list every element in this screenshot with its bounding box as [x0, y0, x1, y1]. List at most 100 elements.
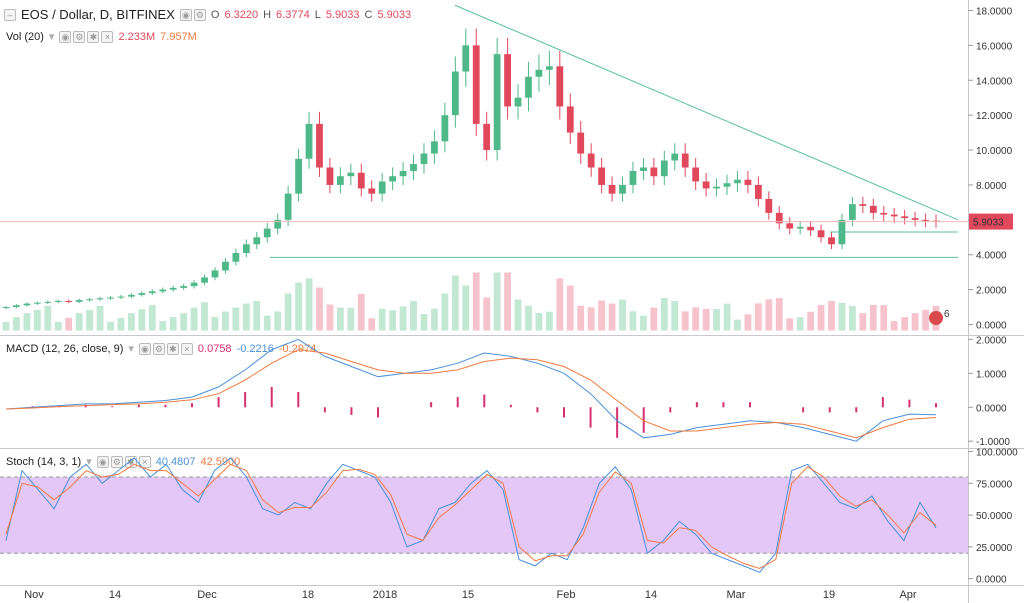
volume-bar	[232, 307, 240, 331]
volume-bar	[274, 311, 282, 331]
gear-icon[interactable]: ⚙	[110, 455, 123, 468]
close-icon[interactable]: ×	[101, 30, 114, 43]
settings-icon[interactable]: ✱	[166, 342, 179, 355]
volume-bar	[169, 317, 177, 331]
candle-body	[127, 294, 135, 297]
eye-icon[interactable]: ◉	[138, 342, 151, 355]
volume-bar	[127, 313, 135, 331]
volume-bar	[535, 312, 543, 331]
price-tick-label: 4.0000	[976, 251, 1007, 262]
volume-bar	[608, 303, 616, 331]
macd-hist-value: 0.0758	[197, 342, 232, 355]
volume-bar	[389, 310, 397, 331]
candle-body	[253, 237, 261, 245]
volume-bar	[629, 311, 637, 331]
open-value: 6.3220	[224, 8, 259, 21]
gear-icon[interactable]: ⚙	[152, 342, 165, 355]
volume-bar	[96, 305, 104, 331]
volume-bar	[451, 275, 459, 331]
chevron-down-icon[interactable]: ▾	[86, 456, 92, 468]
macd-tools: ◉ ⚙ ✱ ×	[138, 342, 193, 355]
candle-body	[587, 153, 595, 168]
candle-body	[849, 204, 856, 220]
x-tick-label: 2018	[373, 589, 397, 601]
candle-body	[148, 291, 156, 294]
candle-body	[901, 216, 909, 219]
volume-bar	[44, 305, 52, 331]
collapse-icon[interactable]: –	[4, 8, 16, 21]
candle-body	[713, 186, 720, 189]
candle-body	[138, 293, 146, 295]
candle-body	[754, 184, 762, 199]
volume-bar	[23, 313, 31, 331]
volume-bar	[545, 311, 553, 331]
candle-body	[734, 179, 741, 184]
settings-icon[interactable]: ✱	[87, 30, 100, 43]
stoch-d-line	[5, 463, 937, 570]
volume-bar	[316, 287, 323, 331]
x-tick-label: 15	[462, 589, 474, 601]
volume-bar	[838, 302, 846, 331]
volume-label: Vol (20)	[6, 30, 44, 43]
stoch-tick-label: 50.0000	[976, 511, 1013, 522]
stoch-tick-label: 100.0000	[976, 448, 1018, 459]
macd-legend: MACD (12, 26, close, 9) ▾ ◉ ⚙ ✱ × 0.0758…	[6, 342, 316, 355]
macd-signal-line	[5, 349, 937, 439]
eye-icon[interactable]: ◉	[59, 30, 72, 43]
volume-bar	[493, 272, 501, 331]
candle-body	[44, 301, 52, 303]
candle-body	[2, 307, 10, 309]
volume-bar	[744, 314, 752, 331]
candle-body	[765, 198, 773, 213]
volume-bar	[368, 318, 376, 331]
macd-tick-label: -1.0000	[976, 437, 1010, 448]
chevron-down-icon[interactable]: ▾	[128, 343, 134, 355]
candle-body	[650, 167, 658, 177]
eye-icon[interactable]: ◉	[179, 8, 192, 21]
candle-body	[629, 170, 637, 185]
volume-bar	[922, 309, 929, 331]
macd-line	[5, 338, 937, 442]
volume-bar	[86, 309, 93, 331]
candle-body	[96, 298, 104, 300]
x-tick-label: 19	[823, 589, 835, 601]
volume-bar	[869, 304, 877, 331]
volume-bar	[807, 311, 815, 331]
candle-body	[681, 153, 689, 168]
close-icon[interactable]: ×	[180, 342, 193, 355]
volume-bar	[336, 307, 344, 331]
x-tick-label: Mar	[727, 589, 746, 601]
volume-bar	[671, 300, 679, 331]
candle-body	[775, 212, 783, 224]
macd-signal-value: -0.2974	[278, 342, 317, 355]
candle-body	[483, 123, 491, 151]
candle-body	[75, 300, 83, 302]
close-label: C	[364, 8, 373, 21]
close-value: 5.9033	[377, 8, 412, 21]
volume-bar	[180, 313, 188, 331]
macd-tick-label: 1.0000	[976, 369, 1007, 380]
volume-bar	[2, 321, 10, 331]
candle-body	[316, 123, 323, 168]
gear-icon[interactable]: ⚙	[73, 30, 86, 43]
volume-bar	[242, 303, 250, 331]
gear-icon[interactable]: ⚙	[193, 8, 206, 21]
eye-icon[interactable]: ◉	[96, 455, 109, 468]
price-badge-text: 5.9033	[973, 218, 1004, 229]
volume-tools: ◉ ⚙ ✱ ×	[59, 30, 114, 43]
stoch-tick-label: 75.0000	[976, 479, 1013, 490]
close-icon[interactable]: ×	[138, 455, 151, 468]
chevron-down-icon[interactable]: ▾	[48, 31, 55, 43]
volume-bar	[159, 321, 167, 331]
candle-body	[13, 305, 20, 308]
x-tick-label: Feb	[557, 589, 576, 601]
volume-bar	[378, 308, 386, 331]
volume-bar	[796, 317, 804, 331]
candle-body	[65, 300, 73, 302]
candle-body	[598, 167, 606, 185]
volume-bar	[566, 285, 574, 331]
volume-bar	[13, 317, 20, 331]
symbol-title: EOS / Dollar, D, BITFINEX	[21, 7, 175, 22]
candle-body	[368, 188, 376, 194]
